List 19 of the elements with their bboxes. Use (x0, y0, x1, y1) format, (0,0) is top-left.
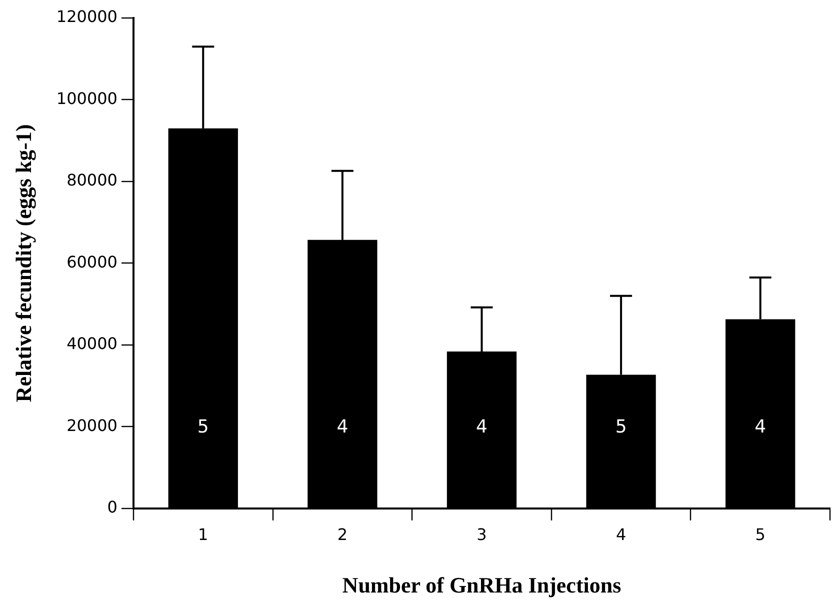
annotation: 4 (336, 416, 348, 438)
y-tick-label: 60000 (66, 252, 118, 272)
annotation: 5 (615, 416, 627, 438)
y-tick-label: 0 (107, 498, 118, 517)
x-tick-label: 2 (337, 525, 348, 544)
annotation: 4 (476, 416, 488, 438)
y-tick-label: 100000 (56, 88, 118, 108)
annotation: 4 (754, 416, 766, 438)
y-axis-title: Relative fecundity (eggs kg-1) (10, 124, 36, 402)
y-tick-label: 20000 (66, 416, 118, 435)
x-tick-label: 5 (755, 525, 766, 544)
y-tick-label: 40000 (66, 334, 118, 354)
x-tick-label: 4 (616, 525, 626, 544)
y-tick-label: 80000 (66, 170, 118, 190)
y-tick-label: 120000 (56, 7, 118, 26)
x-tick-label: 1 (198, 525, 208, 544)
x-tick-label: 3 (476, 525, 487, 544)
x-axis-title: Number of GnRHa Injections (342, 572, 622, 598)
annotation: 5 (197, 416, 209, 438)
